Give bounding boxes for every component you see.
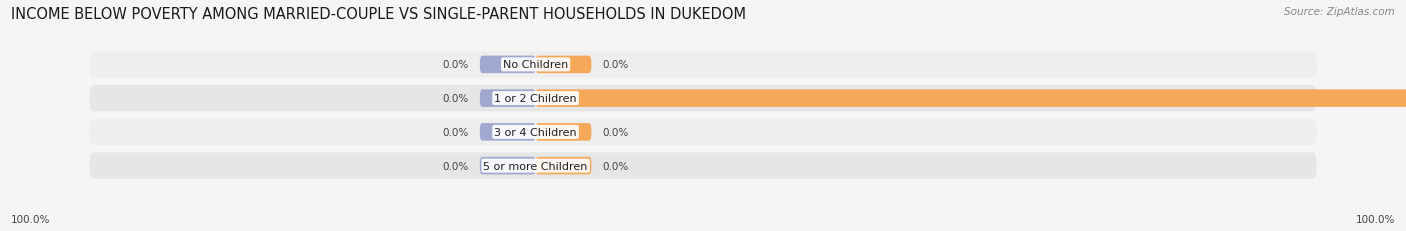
FancyBboxPatch shape — [479, 124, 536, 141]
Text: 1 or 2 Children: 1 or 2 Children — [495, 94, 576, 104]
FancyBboxPatch shape — [536, 124, 592, 141]
Text: 0.0%: 0.0% — [443, 127, 468, 137]
FancyBboxPatch shape — [89, 119, 1317, 145]
FancyBboxPatch shape — [479, 157, 536, 175]
Text: Source: ZipAtlas.com: Source: ZipAtlas.com — [1284, 7, 1395, 17]
Text: No Children: No Children — [503, 60, 568, 70]
FancyBboxPatch shape — [89, 86, 1317, 112]
FancyBboxPatch shape — [479, 90, 536, 107]
FancyBboxPatch shape — [89, 153, 1317, 179]
FancyBboxPatch shape — [479, 56, 536, 74]
Text: 0.0%: 0.0% — [443, 161, 468, 171]
Text: 0.0%: 0.0% — [603, 127, 628, 137]
Text: 5 or more Children: 5 or more Children — [484, 161, 588, 171]
FancyBboxPatch shape — [89, 52, 1317, 78]
Text: 0.0%: 0.0% — [603, 60, 628, 70]
Text: INCOME BELOW POVERTY AMONG MARRIED-COUPLE VS SINGLE-PARENT HOUSEHOLDS IN DUKEDOM: INCOME BELOW POVERTY AMONG MARRIED-COUPL… — [11, 7, 747, 22]
FancyBboxPatch shape — [536, 90, 1406, 107]
Text: 100.0%: 100.0% — [11, 214, 51, 224]
Text: 0.0%: 0.0% — [443, 60, 468, 70]
Text: 0.0%: 0.0% — [443, 94, 468, 104]
Text: 3 or 4 Children: 3 or 4 Children — [495, 127, 576, 137]
Text: 0.0%: 0.0% — [603, 161, 628, 171]
FancyBboxPatch shape — [536, 157, 592, 175]
FancyBboxPatch shape — [536, 56, 592, 74]
Text: 100.0%: 100.0% — [1355, 214, 1395, 224]
